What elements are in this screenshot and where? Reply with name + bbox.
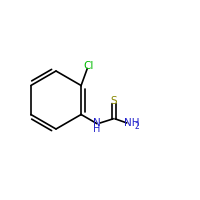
- Text: NH: NH: [124, 118, 139, 128]
- Text: N: N: [93, 118, 101, 129]
- Text: 2: 2: [135, 122, 139, 131]
- Text: H: H: [93, 124, 100, 134]
- Text: S: S: [111, 96, 117, 106]
- Text: Cl: Cl: [83, 61, 93, 71]
